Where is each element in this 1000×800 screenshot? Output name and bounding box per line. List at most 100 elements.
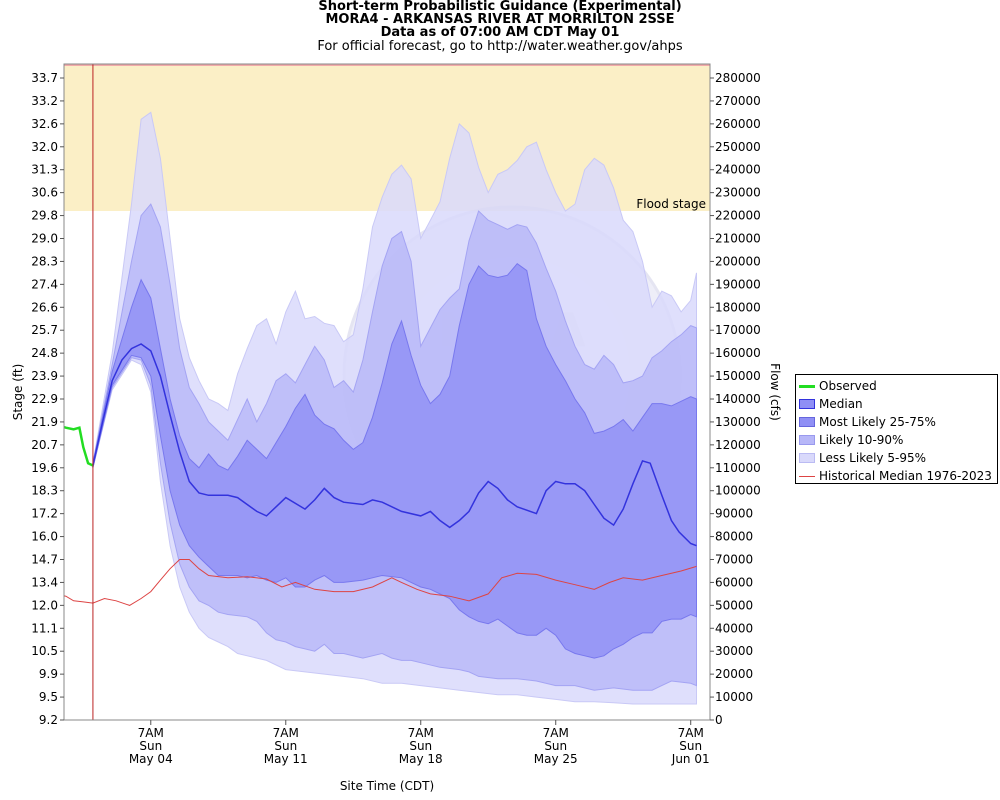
left-tick-label: 14.7: [31, 553, 58, 567]
flood-stage-label: Flood stage: [636, 197, 706, 211]
right-tick-label: 0: [715, 713, 723, 727]
right-tick-label: 40000: [715, 621, 753, 635]
x-tick-label: Sun: [409, 739, 432, 753]
left-tick-label: 28.3: [31, 254, 58, 268]
legend-label-5-95: Less Likely 5-95%: [819, 451, 926, 465]
right-tick-label: 230000: [715, 186, 761, 200]
x-tick-label: 7AM: [273, 726, 299, 740]
right-tick-label: 10000: [715, 690, 753, 704]
legend-label-median: Median: [819, 397, 863, 411]
legend-label-historical: Historical Median 1976-2023: [819, 469, 992, 483]
left-tick-label: 12.0: [31, 598, 58, 612]
left-tick-label: 9.5: [39, 690, 58, 704]
legend-swatch-5-95: [799, 453, 815, 463]
right-tick-label: 70000: [715, 553, 753, 567]
right-tick-label: 260000: [715, 117, 761, 131]
left-tick-label: 32.6: [31, 117, 58, 131]
right-tick-label: 140000: [715, 392, 761, 406]
legend-swatch-observed: [799, 381, 815, 391]
x-tick-label: May 25: [534, 752, 578, 766]
x-tick-label: May 04: [129, 752, 173, 766]
right-tick-label: 200000: [715, 254, 761, 268]
left-tick-label: 32.0: [31, 140, 58, 154]
left-tick-label: 24.8: [31, 346, 58, 360]
x-tick-label: Sun: [544, 739, 567, 753]
data-timestamp: Data as of 07:00 AM CDT May 01: [380, 25, 620, 40]
right-axis-ticks: 280000 270000 260000 250000 240000 230000 2200…: [710, 71, 761, 727]
left-tick-label: 23.9: [31, 369, 58, 383]
legend-item-median: Median: [799, 395, 997, 413]
left-tick-label: 22.9: [31, 392, 58, 406]
left-tick-label: 9.9: [39, 667, 58, 681]
y-axis-label-left: Stage (ft): [11, 364, 25, 421]
historical-median-line: [64, 559, 697, 606]
x-tick-label: 7AM: [408, 726, 434, 740]
right-tick-label: 50000: [715, 598, 753, 612]
x-tick-label: 7AM: [543, 726, 569, 740]
right-tick-label: 180000: [715, 300, 761, 314]
legend-item-10-90: Likely 10-90%: [799, 431, 997, 449]
x-tick-label: Sun: [139, 739, 162, 753]
left-tick-label: 16.0: [31, 530, 58, 544]
right-tick-label: 270000: [715, 94, 761, 108]
left-tick-label: 9.2: [39, 713, 58, 727]
legend-label-25-75: Most Likely 25-75%: [819, 415, 936, 429]
chart-title: Short-term Probabilistic Guidance (Exper…: [318, 0, 682, 14]
legend: Observed Median Most Likely 25-75% Likel…: [795, 374, 998, 484]
right-tick-label: 190000: [715, 277, 761, 291]
median-line: [92, 343, 697, 547]
legend-item-observed: Observed: [799, 377, 997, 395]
observed-line: [64, 425, 94, 467]
left-tick-label: 25.7: [31, 323, 58, 337]
x-tick-label: 7AM: [138, 726, 164, 740]
right-tick-label: 80000: [715, 530, 753, 544]
right-tick-label: 160000: [715, 346, 761, 360]
left-axis-ticks: 33.7 33.2 32.6 32.0 31.3 30.6 29.8 29.0 28.3 27.4…: [31, 71, 64, 727]
left-tick-label: 26.6: [31, 300, 58, 314]
legend-swatch-historical: [799, 471, 815, 481]
x-tick-label: Sun: [274, 739, 297, 753]
x-tick-label: Sun: [679, 739, 702, 753]
left-tick-label: 29.0: [31, 232, 58, 246]
right-tick-label: 90000: [715, 507, 753, 521]
x-tick-label: May 11: [264, 752, 308, 766]
x-tick-label: May 18: [399, 752, 443, 766]
official-forecast-note: For official forecast, go to http://wate…: [317, 39, 683, 54]
left-tick-label: 27.4: [31, 277, 58, 291]
x-tick-label: Jun 01: [671, 752, 710, 766]
left-tick-label: 18.3: [31, 484, 58, 498]
right-tick-label: 60000: [715, 575, 753, 589]
legend-swatch-median: [799, 399, 815, 409]
left-tick-label: 19.6: [31, 461, 58, 475]
left-tick-label: 13.4: [31, 575, 58, 589]
right-tick-label: 110000: [715, 461, 761, 475]
left-tick-label: 33.7: [31, 71, 58, 85]
right-tick-label: 100000: [715, 484, 761, 498]
right-tick-label: 220000: [715, 209, 761, 223]
right-tick-label: 210000: [715, 232, 761, 246]
right-tick-label: 120000: [715, 438, 761, 452]
left-tick-label: 31.3: [31, 163, 58, 177]
left-tick-label: 30.6: [31, 186, 58, 200]
left-tick-label: 17.2: [31, 507, 58, 521]
station-name: MORA4 - ARKANSAS RIVER AT MORRILTON 2SSE: [325, 12, 675, 27]
legend-item-5-95: Less Likely 5-95%: [799, 449, 997, 467]
left-tick-label: 21.9: [31, 415, 58, 429]
y-axis-label-right: Flow (cfs): [768, 363, 782, 421]
legend-label-10-90: Likely 10-90%: [819, 433, 904, 447]
legend-swatch-10-90: [799, 435, 815, 445]
legend-swatch-25-75: [799, 417, 815, 427]
right-tick-label: 130000: [715, 415, 761, 429]
x-tick-label: 7AM: [678, 726, 704, 740]
legend-label-observed: Observed: [819, 379, 877, 393]
left-tick-label: 11.1: [31, 621, 58, 635]
left-tick-label: 10.5: [31, 644, 58, 658]
left-tick-label: 29.8: [31, 209, 58, 223]
chart-header: Short-term Probabilistic Guidance (Exper…: [0, 0, 1000, 54]
legend-item-25-75: Most Likely 25-75%: [799, 413, 997, 431]
right-tick-label: 240000: [715, 163, 761, 177]
right-tick-label: 250000: [715, 140, 761, 154]
plot-border: [63, 63, 711, 721]
